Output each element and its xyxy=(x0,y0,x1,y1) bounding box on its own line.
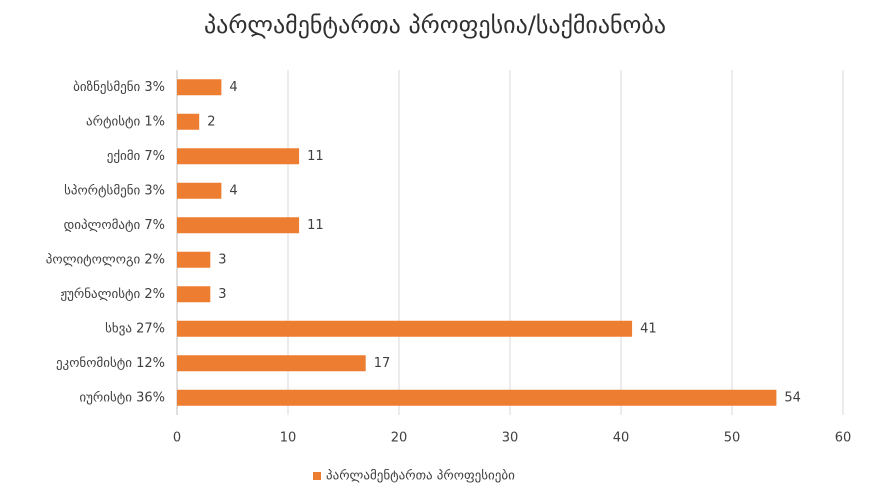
x-tick-label: 40 xyxy=(613,431,630,446)
data-label: 4 xyxy=(229,80,237,95)
y-tick-label: ექიმი 7% xyxy=(107,149,165,164)
y-tick-label: სხვა 27% xyxy=(105,321,165,336)
bar xyxy=(177,148,300,165)
bar xyxy=(177,320,633,337)
y-tick-label: ჟურნალისტი 2% xyxy=(60,287,165,302)
y-tick-label: ბიზნესმენი 3% xyxy=(73,80,165,95)
y-tick-label: იურისტი 36% xyxy=(79,390,165,405)
data-label: 54 xyxy=(784,390,801,405)
y-tick-label: სპორტსმენი 3% xyxy=(64,183,165,198)
bar xyxy=(177,182,222,199)
data-label: 17 xyxy=(374,356,391,371)
x-tick-label: 30 xyxy=(502,431,519,446)
bar xyxy=(177,79,222,96)
y-tick-label: დიპლომატი 7% xyxy=(64,218,165,233)
x-tick-label: 0 xyxy=(173,431,181,446)
chart-title: პარლამენტართა პროფესია/საქმიანობა xyxy=(204,11,666,39)
bar xyxy=(177,355,366,372)
x-tick-label: 20 xyxy=(391,431,408,446)
data-label: 11 xyxy=(307,149,324,164)
x-tick-label: 60 xyxy=(835,431,852,446)
x-tick-label: 10 xyxy=(280,431,297,446)
data-label: 3 xyxy=(218,287,226,302)
bar xyxy=(177,389,777,406)
x-tick-label: 50 xyxy=(724,431,741,446)
legend-swatch xyxy=(313,472,321,480)
data-label: 41 xyxy=(640,321,657,336)
legend-label: პარლამენტართა პროფესიები xyxy=(326,469,515,484)
bar xyxy=(177,113,200,130)
data-label: 2 xyxy=(207,114,215,129)
y-tick-label: არტისტი 1% xyxy=(86,114,165,129)
data-label: 11 xyxy=(307,218,324,233)
bar xyxy=(177,217,300,234)
data-label: 4 xyxy=(229,183,237,198)
y-tick-label: პოლიტოლოგი 2% xyxy=(46,252,165,267)
y-tick-label: ეკონომისტი 12% xyxy=(56,356,165,371)
bar xyxy=(177,251,211,268)
data-label: 3 xyxy=(218,252,226,267)
bar xyxy=(177,286,211,303)
